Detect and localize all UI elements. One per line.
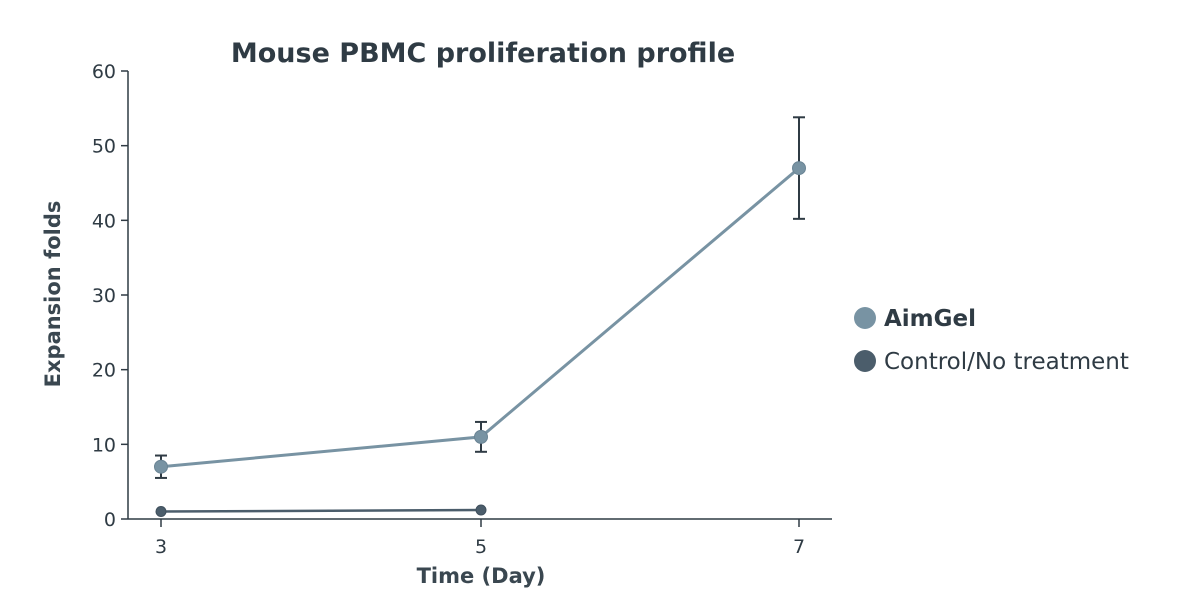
data-point — [154, 459, 168, 474]
x-tick-label: 3 — [155, 536, 167, 558]
axes: 0 10 20 30 40 50 60 3 5 7 — [92, 61, 832, 558]
legend-marker — [854, 307, 876, 329]
data-point — [475, 504, 487, 516]
data-point — [792, 161, 806, 176]
y-tick-label: 50 — [92, 136, 116, 158]
y-tick-label: 0 — [104, 509, 116, 531]
legend-label: AimGel — [884, 306, 976, 332]
series-control — [155, 504, 487, 518]
y-tick-label: 60 — [92, 61, 116, 83]
data-point — [155, 506, 167, 518]
y-axis-label: Expansion folds — [41, 201, 65, 388]
legend-label: Control/No treatment — [884, 349, 1129, 375]
y-tick-label: 30 — [92, 285, 116, 307]
chart-title: Mouse PBMC proliferation profile — [231, 38, 735, 69]
x-tick-label: 7 — [793, 536, 805, 558]
legend-item-control: Control/No treatment — [854, 349, 1129, 375]
series-line — [160, 508, 482, 513]
series-layer — [154, 116, 806, 518]
legend: AimGel Control/No treatment — [854, 306, 1129, 375]
x-axis-label: Time (Day) — [417, 564, 546, 588]
legend-marker — [854, 350, 876, 372]
y-tick-label: 10 — [92, 434, 116, 456]
legend-item-aimgel: AimGel — [854, 306, 976, 332]
y-tick-label: 20 — [92, 360, 116, 382]
data-point — [474, 429, 488, 444]
x-tick-label: 5 — [475, 536, 487, 558]
y-tick-label: 40 — [92, 210, 116, 232]
series-aimgel — [154, 116, 806, 479]
